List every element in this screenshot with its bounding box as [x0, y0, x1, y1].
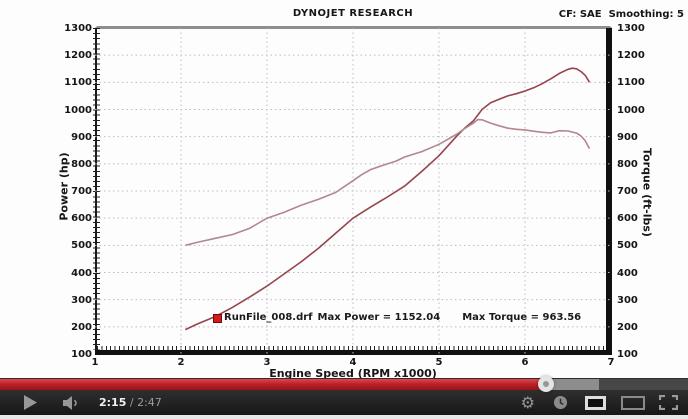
clock-icon	[553, 395, 568, 410]
run-file-name: RunFile_008.drf	[224, 312, 313, 323]
watch-later-button[interactable]	[553, 395, 568, 410]
y-tick-label-left: 700	[71, 186, 92, 197]
y-tick-label-right: 900	[617, 131, 638, 143]
speaker-icon	[63, 395, 77, 410]
fullscreen-icon	[659, 395, 678, 410]
x-tick-label: 3	[263, 357, 271, 368]
chart-correction-factor: CF: SAE Smoothing: 5	[558, 9, 684, 20]
x-tick-label: 2	[177, 357, 185, 368]
settings-button[interactable]: ⚙	[520, 392, 535, 412]
y-tick-label-left: 300	[71, 294, 92, 306]
torque-curve	[185, 118, 591, 247]
dyno-curves	[95, 28, 611, 354]
gear-icon: ⚙	[520, 392, 535, 412]
volume-button[interactable]	[63, 395, 81, 410]
y-tick-label-left: 1000	[64, 104, 92, 116]
y-tick-label-right: 600	[617, 213, 638, 225]
play-icon	[24, 395, 37, 410]
power-curve	[184, 67, 591, 331]
run-annotation: RunFile_008.drf Max Power = 1152.04 Max To…	[224, 312, 581, 323]
theater-mode-button[interactable]	[621, 395, 645, 410]
x-axis-label: Engine Speed (RPM x1000)	[269, 367, 437, 380]
plot-border-top	[95, 26, 612, 29]
play-button[interactable]	[24, 395, 37, 410]
time-separator: /	[126, 396, 138, 409]
y-tick-label-right: 300	[617, 294, 638, 306]
control-bar: 2:15 / 2:47 ⚙	[0, 390, 688, 415]
current-time: 2:15	[99, 396, 127, 409]
played-bar	[0, 379, 546, 390]
small-player-button[interactable]	[585, 395, 606, 410]
y-tick-label-right: 1100	[617, 77, 645, 89]
chart-title: DYNOJET RESEARCH	[292, 8, 414, 19]
y-tick-label-right: 400	[617, 267, 638, 279]
y-tick-label-right: 1200	[617, 50, 645, 62]
y-tick-label-right: 1000	[617, 104, 645, 116]
y-tick-label-left: 500	[71, 240, 92, 252]
y-tick-label-right: 100	[617, 349, 638, 360]
x-tick-label: 7	[607, 357, 615, 368]
y-tick-label-left: 1200	[64, 50, 92, 62]
y-tick-label-left: 800	[71, 158, 92, 170]
x-tick-label: 4	[349, 357, 357, 368]
progress-bar[interactable]	[0, 378, 688, 390]
total-duration: 2:47	[137, 396, 162, 409]
y-axis-label-power: Power (hp)	[57, 152, 71, 221]
page-background-strip	[0, 415, 688, 419]
max-torque-text: Max Torque = 963.56	[462, 312, 582, 323]
bottom-axis-minor-ticks	[97, 346, 607, 350]
x-tick-label: 1	[91, 357, 99, 368]
y-tick-label-left: 400	[71, 267, 92, 279]
y-tick-label-right: 700	[617, 186, 638, 197]
y-tick-label-left: 1100	[64, 77, 92, 89]
y-tick-label-left: 100	[71, 349, 92, 360]
y-tick-label-left: 900	[71, 131, 92, 143]
y-tick-label-right: 200	[617, 321, 638, 333]
video-area[interactable]: DYNOJET RESEARCH CF: SAE Smoothing: 5 13…	[0, 0, 688, 380]
y-tick-label-right: 800	[617, 158, 638, 170]
run-file-marker	[212, 313, 222, 323]
y-tick-label-left: 200	[71, 321, 92, 333]
scrubber-handle[interactable]	[537, 376, 554, 392]
y-tick-label-left: 600	[71, 213, 92, 225]
y-tick-label-left: 1300	[64, 23, 92, 34]
y-tick-label-right: 500	[617, 240, 638, 252]
time-display: 2:15 / 2:47	[99, 396, 162, 409]
fullscreen-button[interactable]	[659, 395, 678, 410]
x-tick-label: 5	[435, 357, 443, 368]
x-tick-label: 6	[521, 357, 529, 368]
y-tick-label-right: 1300	[617, 23, 645, 34]
max-power-text: Max Power = 1152.04	[317, 312, 441, 323]
y-axis-label-torque: Torque (ft-lbs)	[640, 148, 654, 237]
